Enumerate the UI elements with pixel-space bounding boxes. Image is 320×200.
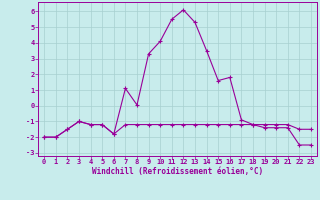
X-axis label: Windchill (Refroidissement éolien,°C): Windchill (Refroidissement éolien,°C)	[92, 167, 263, 176]
